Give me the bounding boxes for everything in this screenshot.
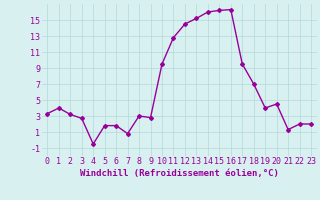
- X-axis label: Windchill (Refroidissement éolien,°C): Windchill (Refroidissement éolien,°C): [80, 169, 279, 178]
